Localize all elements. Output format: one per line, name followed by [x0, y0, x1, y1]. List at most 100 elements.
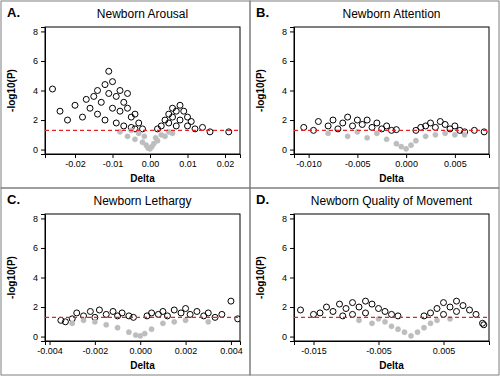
y-tick: 8: [282, 214, 294, 224]
plot-frame: [294, 214, 489, 341]
y-tick-mark: [41, 278, 45, 279]
point: [140, 126, 146, 132]
point: [87, 105, 93, 111]
plot: -0.010-0.0050.0000.00502468: [282, 27, 490, 170]
x-tick-mark: [444, 341, 445, 345]
x-tick-mark: [50, 341, 51, 345]
point: [315, 119, 321, 125]
point: [301, 124, 307, 130]
x-tick: 0.02: [217, 154, 235, 169]
point: [354, 117, 360, 123]
x-tick-label: 0.01: [179, 159, 197, 169]
point: [115, 325, 120, 330]
point: [350, 311, 356, 317]
point: [408, 143, 413, 148]
point: [70, 321, 75, 326]
title: Newborn Lethargy: [93, 194, 191, 208]
panel: A.Newborn Arousal-0.02-0.010.000.010.020…: [1, 1, 250, 188]
y-tick-label: 0: [33, 332, 38, 342]
plot-frame: [45, 27, 240, 154]
y-tick-label: 8: [33, 27, 38, 37]
point: [384, 123, 390, 129]
y-tick-mark: [290, 218, 294, 219]
point: [447, 304, 453, 310]
point: [125, 134, 130, 139]
figure: A.Newborn Arousal-0.02-0.010.000.010.020…: [0, 0, 500, 376]
point: [205, 310, 211, 316]
x-tick: 0.002: [175, 341, 198, 356]
point: [317, 310, 323, 316]
y-tick-label: 4: [282, 273, 287, 283]
x-tick: 0.004: [220, 341, 243, 356]
y-tick: 4: [33, 273, 45, 283]
threshold-line: [45, 317, 240, 318]
x-tick-mark: [140, 341, 141, 345]
y-tick-label: 4: [33, 86, 38, 96]
y-tick: 8: [33, 214, 45, 224]
x-axis-line: [46, 342, 241, 346]
x-axis-line: [46, 155, 241, 159]
y-tick-mark: [41, 31, 45, 32]
y-tick-mark: [290, 150, 294, 151]
y-tick-mark: [290, 61, 294, 62]
point: [142, 331, 147, 336]
point: [389, 311, 395, 317]
y-axis: 02468: [282, 214, 295, 342]
point: [454, 308, 460, 314]
x-tick-label: 0.002: [175, 346, 198, 356]
point: [363, 298, 369, 304]
point: [356, 304, 362, 310]
panel: D.Newborn Quality of Movement-0.015-0.00…: [250, 188, 499, 375]
point: [324, 304, 330, 310]
point: [187, 311, 193, 317]
threshold-line: [45, 130, 240, 131]
point: [106, 68, 112, 74]
point: [343, 306, 349, 312]
x-tick-mark: [231, 341, 232, 345]
panel-border: [250, 1, 499, 188]
point: [177, 117, 183, 123]
panel-label: A.: [7, 5, 20, 20]
point: [345, 134, 350, 139]
point: [181, 108, 187, 114]
point: [87, 308, 93, 314]
point: [395, 327, 400, 332]
point: [106, 90, 112, 96]
point: [460, 303, 466, 309]
x-tick-label: -0.015: [301, 346, 327, 356]
point: [337, 301, 343, 307]
y-tick: 0: [33, 145, 45, 155]
x-tick-label: -0.010: [296, 159, 322, 169]
y-tick: 6: [33, 243, 45, 253]
y-tick-mark: [290, 31, 294, 32]
point: [92, 319, 97, 324]
x-axis-line: [295, 342, 490, 346]
point: [374, 120, 380, 126]
point: [441, 311, 447, 317]
x-tick-label: -0.004: [37, 346, 63, 356]
point: [399, 144, 404, 149]
panel-label: C.: [7, 192, 20, 207]
y-tick-label: 8: [282, 214, 287, 224]
x-axis-title: Delta: [130, 173, 155, 184]
point: [95, 111, 101, 117]
x-tick: 0.000: [129, 341, 152, 356]
y-tick: 4: [282, 273, 294, 283]
point: [393, 127, 399, 133]
point: [119, 310, 125, 316]
y-tick-mark: [41, 337, 45, 338]
series: [58, 298, 240, 325]
panel: B.Newborn Attention-0.010-0.0050.0000.00…: [250, 1, 499, 188]
point: [65, 117, 71, 123]
title: Newborn Quality of Movement: [311, 194, 473, 208]
y-tick-label: 2: [282, 302, 287, 312]
point: [325, 123, 331, 129]
x-tick: -0.015: [301, 341, 327, 356]
point: [404, 146, 409, 151]
point: [443, 131, 448, 136]
plot: -0.015-0.0050.00502468: [282, 214, 490, 357]
point: [389, 324, 394, 329]
point: [350, 123, 356, 129]
point: [173, 108, 179, 114]
marks: [45, 68, 240, 151]
